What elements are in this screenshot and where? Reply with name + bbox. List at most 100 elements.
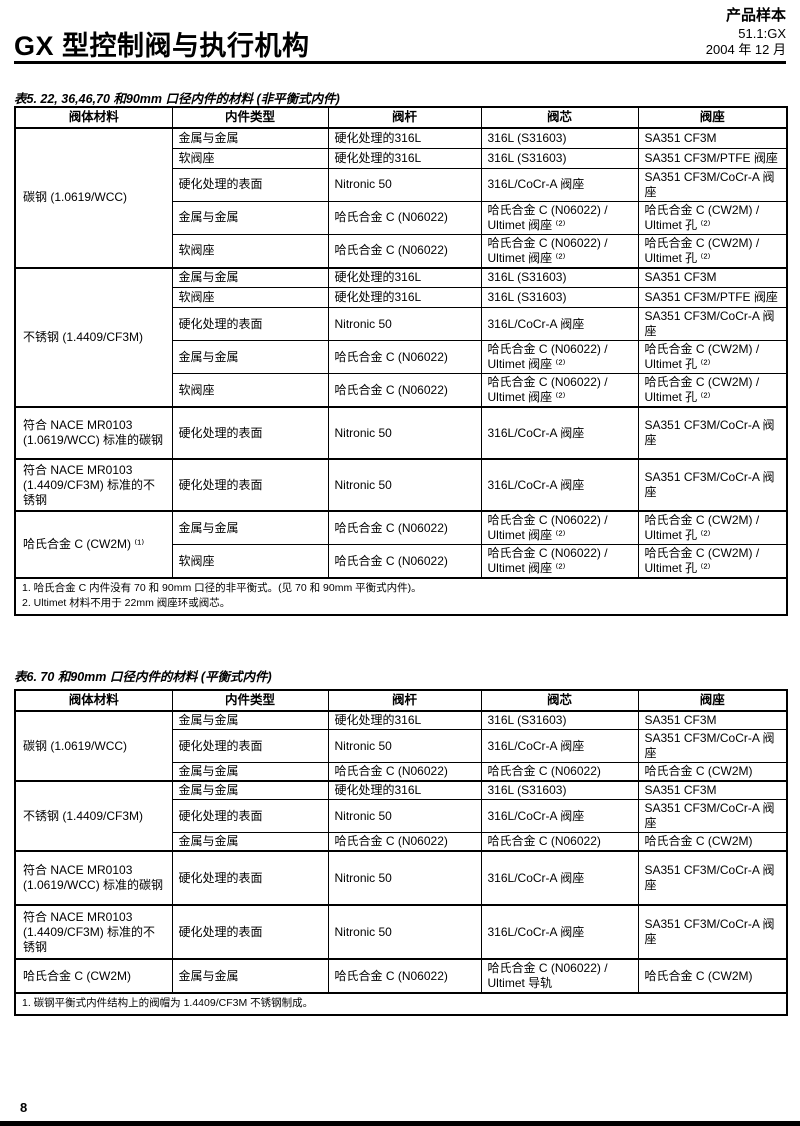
cell-seat: SA351 CF3M/CoCr-A 阀座 — [637, 729, 788, 763]
cell-plug: 哈氏合金 C (N06022) — [480, 762, 639, 782]
cell-stem: 硬化处理的316L — [327, 127, 482, 149]
table6-caption: 表6. 70 和90mm 口径内件的材料 (平衡式内件) — [14, 670, 272, 684]
cell-seat: SA351 CF3M/PTFE 阀座 — [637, 287, 788, 308]
table-row: 硬化处理的表面 Nitronic 50 316L/CoCr-A 阀座 SA351… — [15, 167, 788, 202]
cell-plug: 316L/CoCr-A 阀座 — [480, 729, 639, 763]
table-row: 不锈钢 (1.4409/CF3M) 金属与金属 硬化处理的316L 316L (… — [14, 780, 788, 852]
doc-number: 51.1:GX — [738, 25, 786, 41]
cell-body-material: 哈氏合金 C (CW2M) ⁽¹⁾ — [14, 510, 173, 579]
footnote-2: 2. Ultimet 材料不用于 22mm 阀座环或阀芯。 — [22, 597, 231, 610]
cell-trim-type: 软阀座 — [171, 287, 329, 308]
cell-body-material: 符合 NACE MR0103 (1.4409/CF3M) 标准的不锈钢 — [14, 904, 173, 960]
table-footnotes: 1. 哈氏合金 C 内件没有 70 和 90mm 口径的非平衡式。(见 70 和… — [14, 576, 788, 616]
col-header-body-material: 阀体材料 — [14, 106, 173, 129]
cell-stem: 哈氏合金 C (N06022) — [327, 958, 482, 994]
cell-stem: 硬化处理的316L — [327, 710, 482, 730]
table-row: 不锈钢 (1.4409/CF3M) 金属与金属 硬化处理的316L 316L (… — [14, 266, 788, 408]
table-footnotes-row: 1. 哈氏合金 C 内件没有 70 和 90mm 口径的非平衡式。(见 70 和… — [14, 576, 788, 616]
cell-trim-type: 金属与金属 — [171, 832, 329, 852]
cell-seat: SA351 CF3M/CoCr-A 阀座 — [637, 167, 788, 202]
cell-stem: 哈氏合金 C (N06022) — [327, 762, 482, 782]
col-header-body-material: 阀体材料 — [14, 689, 173, 712]
cell-trim-type: 金属与金属 — [171, 710, 329, 730]
cell-seat: SA351 CF3M — [637, 710, 788, 730]
cell-seat: SA351 CF3M/CoCr-A 阀座 — [637, 458, 788, 512]
cell-trim-type: 金属与金属 — [171, 762, 329, 782]
table-header-row: 阀体材料 内件类型 阀杆 阀芯 阀座 — [14, 689, 788, 712]
table-row: 硬化处理的表面 Nitronic 50 316L/CoCr-A 阀座 SA351… — [15, 799, 788, 833]
page-number: 8 — [20, 1100, 28, 1115]
col-header-trim-type: 内件类型 — [171, 106, 329, 129]
cell-trim-type: 金属与金属 — [171, 200, 329, 235]
cell-trim-type: 软阀座 — [171, 544, 329, 579]
cell-seat: 哈氏合金 C (CW2M) / Ultimet 孔 ⁽²⁾ — [637, 340, 788, 374]
cell-stem: Nitronic 50 — [327, 406, 482, 460]
table-footnotes: 1. 碳钢平衡式内件结构上的阀帽为 1.4409/CF3M 不锈钢制成。 — [14, 991, 788, 1016]
cell-plug: 哈氏合金 C (N06022) / Ultimet 阀座 ⁽²⁾ — [480, 200, 639, 235]
cell-plug: 哈氏合金 C (N06022) / Ultimet 阀座 ⁽²⁾ — [480, 233, 639, 268]
cell-stem: 哈氏合金 C (N06022) — [327, 832, 482, 852]
cell-seat: SA351 CF3M — [637, 127, 788, 149]
cell-stem: 哈氏合金 C (N06022) — [327, 233, 482, 268]
cell-trim-type: 软阀座 — [171, 373, 329, 408]
cell-seat: 哈氏合金 C (CW2M) / Ultimet 孔 ⁽²⁾ — [637, 200, 788, 235]
cell-stem: Nitronic 50 — [327, 850, 482, 906]
col-header-plug: 阀芯 — [480, 689, 639, 712]
materials-table-balanced-trim: 阀体材料 内件类型 阀杆 阀芯 阀座 碳钢 (1.0619/WCC) 金属与金属… — [14, 689, 788, 1017]
cell-plug: 哈氏合金 C (N06022) / Ultimet 阀座 ⁽²⁾ — [480, 373, 639, 408]
col-header-seat: 阀座 — [637, 689, 788, 712]
table-row: 碳钢 (1.0619/WCC) 金属与金属 硬化处理的316L 316L (S3… — [14, 710, 788, 782]
table-row: 软阀座 哈氏合金 C (N06022) 哈氏合金 C (N06022) / Ul… — [15, 233, 788, 268]
cell-stem: 硬化处理的316L — [327, 266, 482, 288]
cell-stem: 哈氏合金 C (N06022) — [327, 340, 482, 374]
cell-seat: 哈氏合金 C (CW2M) / Ultimet 孔 ⁽²⁾ — [637, 510, 788, 545]
cell-plug: 316L/CoCr-A 阀座 — [480, 904, 639, 960]
cell-trim-type: 硬化处理的表面 — [171, 307, 329, 341]
cell-plug: 316L/CoCr-A 阀座 — [480, 406, 639, 460]
cell-trim-type: 硬化处理的表面 — [171, 406, 329, 460]
col-header-trim-type: 内件类型 — [171, 689, 329, 712]
cell-plug: 316L/CoCr-A 阀座 — [480, 850, 639, 906]
doc-date: 2004 年 12 月 — [705, 42, 786, 58]
table-row: 硬化处理的表面 Nitronic 50 316L/CoCr-A 阀座 SA351… — [15, 729, 788, 763]
cell-body-material: 符合 NACE MR0103 (1.4409/CF3M) 标准的不锈钢 — [14, 458, 173, 512]
materials-table-unbalanced-trim: 阀体材料 内件类型 阀杆 阀芯 阀座 碳钢 (1.0619/WCC) 金属与金属… — [14, 106, 788, 617]
cell-seat: SA351 CF3M/CoCr-A 阀座 — [637, 850, 788, 906]
table-header-row: 阀体材料 内件类型 阀杆 阀芯 阀座 — [14, 106, 788, 129]
cell-plug: 哈氏合金 C (N06022) — [480, 832, 639, 852]
cell-stem: Nitronic 50 — [327, 167, 482, 202]
cell-trim-type: 金属与金属 — [171, 510, 329, 545]
cell-trim-type: 硬化处理的表面 — [171, 850, 329, 906]
cell-plug: 哈氏合金 C (N06022) / Ultimet 阀座 ⁽²⁾ — [480, 544, 639, 579]
cell-plug: 哈氏合金 C (N06022) / Ultimet 导轨 — [480, 958, 639, 994]
cell-trim-type: 硬化处理的表面 — [171, 167, 329, 202]
cell-seat: 哈氏合金 C (CW2M) / Ultimet 孔 ⁽²⁾ — [637, 233, 788, 268]
cell-seat: SA351 CF3M/CoCr-A 阀座 — [637, 307, 788, 341]
cell-stem: Nitronic 50 — [327, 799, 482, 833]
cell-body-material: 不锈钢 (1.4409/CF3M) — [14, 780, 173, 852]
cell-plug: 316L/CoCr-A 阀座 — [480, 799, 639, 833]
footer-bar — [0, 1121, 800, 1126]
col-header-plug: 阀芯 — [480, 106, 639, 129]
cell-trim-type: 金属与金属 — [171, 127, 329, 149]
col-header-stem: 阀杆 — [327, 106, 482, 129]
cell-trim-type: 硬化处理的表面 — [171, 799, 329, 833]
header-divider — [14, 61, 786, 64]
cell-plug: 316L (S31603) — [480, 127, 639, 149]
cell-seat: 哈氏合金 C (CW2M) / Ultimet 孔 ⁽²⁾ — [637, 373, 788, 408]
cell-seat: 哈氏合金 C (CW2M) — [637, 762, 788, 782]
table-row: 哈氏合金 C (CW2M) ⁽¹⁾ 金属与金属 哈氏合金 C (N06022) … — [14, 510, 788, 579]
cell-body-material: 碳钢 (1.0619/WCC) — [14, 127, 173, 268]
cell-stem: 哈氏合金 C (N06022) — [327, 200, 482, 235]
footnote-1: 1. 碳钢平衡式内件结构上的阀帽为 1.4409/CF3M 不锈钢制成。 — [22, 997, 314, 1009]
cell-stem: 硬化处理的316L — [327, 780, 482, 800]
table-row: 哈氏合金 C (CW2M) 金属与金属 哈氏合金 C (N06022) 哈氏合金… — [14, 958, 788, 994]
col-header-seat: 阀座 — [637, 106, 788, 129]
cell-trim-type: 金属与金属 — [171, 780, 329, 800]
cell-trim-type: 硬化处理的表面 — [171, 729, 329, 763]
table-row: 符合 NACE MR0103 (1.4409/CF3M) 标准的不锈钢 硬化处理… — [14, 458, 788, 512]
cell-trim-type: 硬化处理的表面 — [171, 904, 329, 960]
cell-plug: 316L (S31603) — [480, 710, 639, 730]
cell-stem: Nitronic 50 — [327, 729, 482, 763]
cell-stem: Nitronic 50 — [327, 904, 482, 960]
